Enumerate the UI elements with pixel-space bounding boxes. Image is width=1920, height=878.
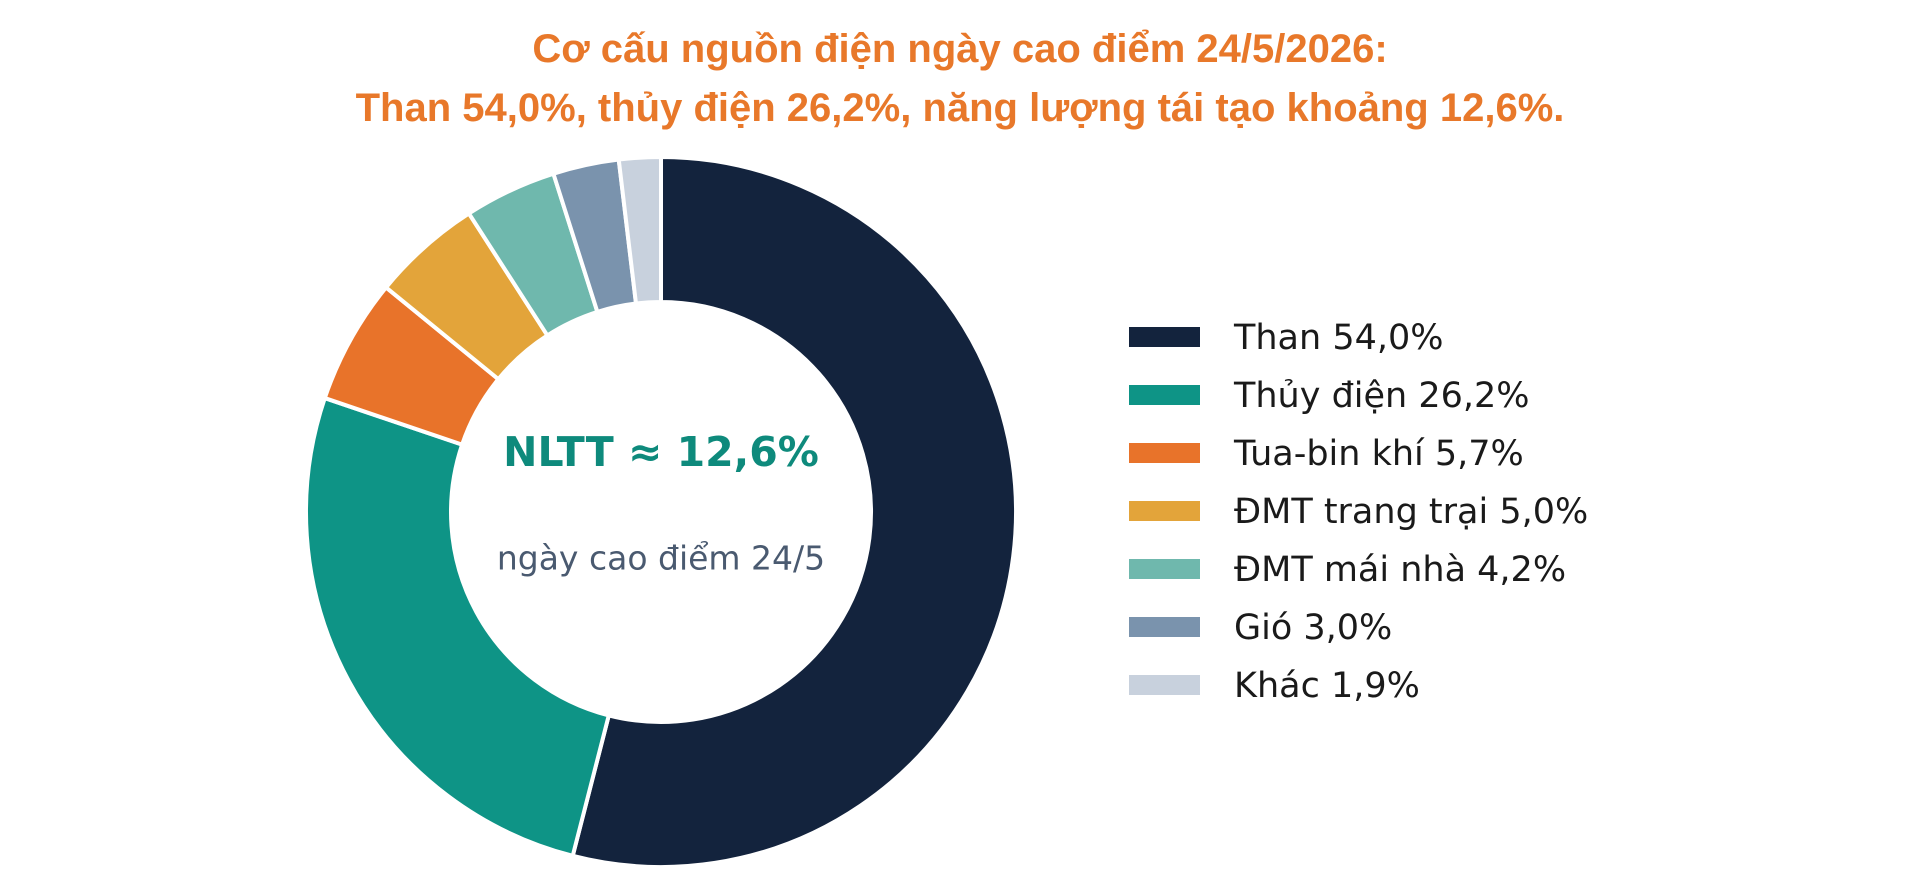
chart-title: Cơ cấu nguồn điện ngày cao điểm 24/5/202… bbox=[532, 27, 1387, 71]
chart-title: Than 54,0%, thủy điện 26,2%, năng lượng … bbox=[356, 86, 1565, 130]
legend-swatch bbox=[1129, 385, 1200, 405]
legend-label: Gió 3,0% bbox=[1234, 608, 1392, 648]
donut-slice bbox=[304, 395, 612, 859]
legend-label: Khác 1,9% bbox=[1234, 666, 1420, 706]
center-label: NLTT ≈ 12,6% bbox=[503, 428, 819, 476]
legend-swatch bbox=[1129, 327, 1200, 347]
donut-slice bbox=[616, 154, 663, 306]
legend-swatch bbox=[1129, 617, 1200, 637]
legend-swatch bbox=[1129, 675, 1200, 695]
legend-swatch bbox=[1129, 501, 1200, 521]
legend-swatch bbox=[1129, 443, 1200, 463]
donut-slice bbox=[570, 154, 1018, 869]
legend-label: Tua-bin khí 5,7% bbox=[1233, 434, 1524, 474]
legend-label: Thủy điện 26,2% bbox=[1233, 376, 1530, 416]
donut bbox=[304, 154, 1018, 869]
legend-label: Than 54,0% bbox=[1233, 318, 1444, 358]
center-sublabel: ngày cao điểm 24/5 bbox=[497, 539, 825, 578]
legend: Than 54,0% Thủy điện 26,2% Tua-bin khí 5,7… bbox=[1129, 318, 1588, 706]
legend-label: ĐMT mái nhà 4,2% bbox=[1234, 550, 1566, 590]
legend-swatch bbox=[1129, 559, 1200, 579]
legend-label: ĐMT trang trại 5,0% bbox=[1234, 492, 1588, 532]
